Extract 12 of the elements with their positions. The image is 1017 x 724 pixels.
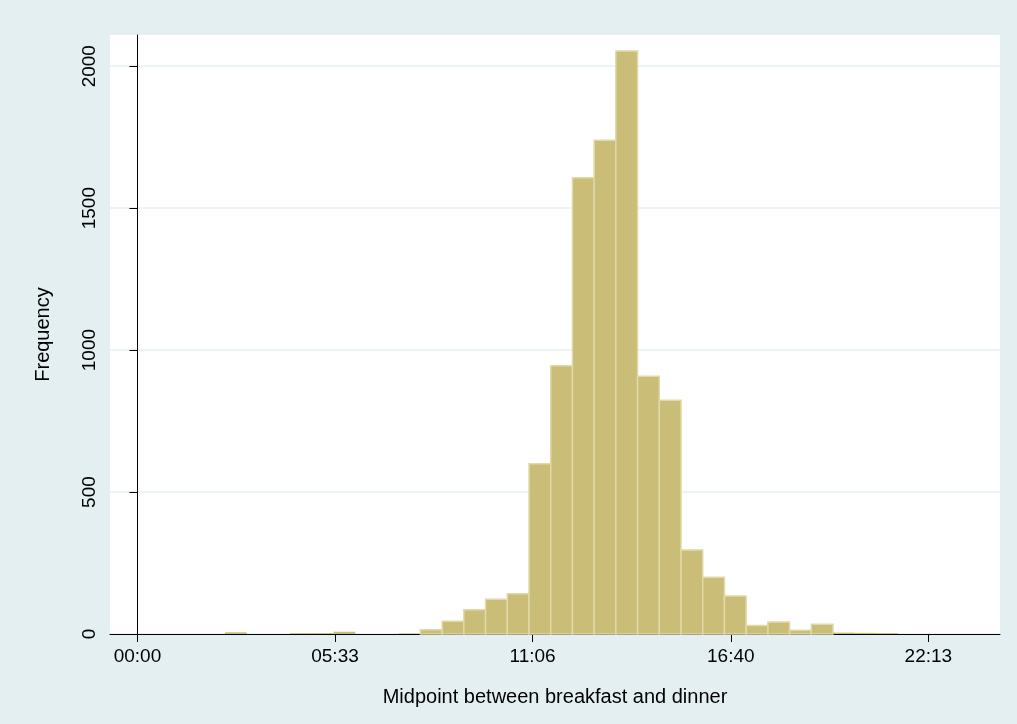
y-tick-label: 500 — [78, 476, 99, 508]
x-tick-label: 16:40 — [706, 645, 755, 666]
y-tick-label: 0 — [78, 628, 99, 640]
x-tick-label: 00:00 — [113, 645, 162, 666]
x-tick-label: 11:06 — [509, 645, 556, 666]
y-axis-title: Frequency — [31, 287, 53, 382]
x-tick-label: 22:13 — [904, 645, 953, 666]
y-tick-label: 1000 — [78, 328, 99, 372]
x-tick-label: 05:33 — [311, 645, 359, 666]
x-axis-title: Midpoint between breakfast and dinner — [382, 685, 728, 707]
y-tick-label: 2000 — [78, 45, 99, 88]
y-tick-label: 1500 — [78, 187, 99, 230]
